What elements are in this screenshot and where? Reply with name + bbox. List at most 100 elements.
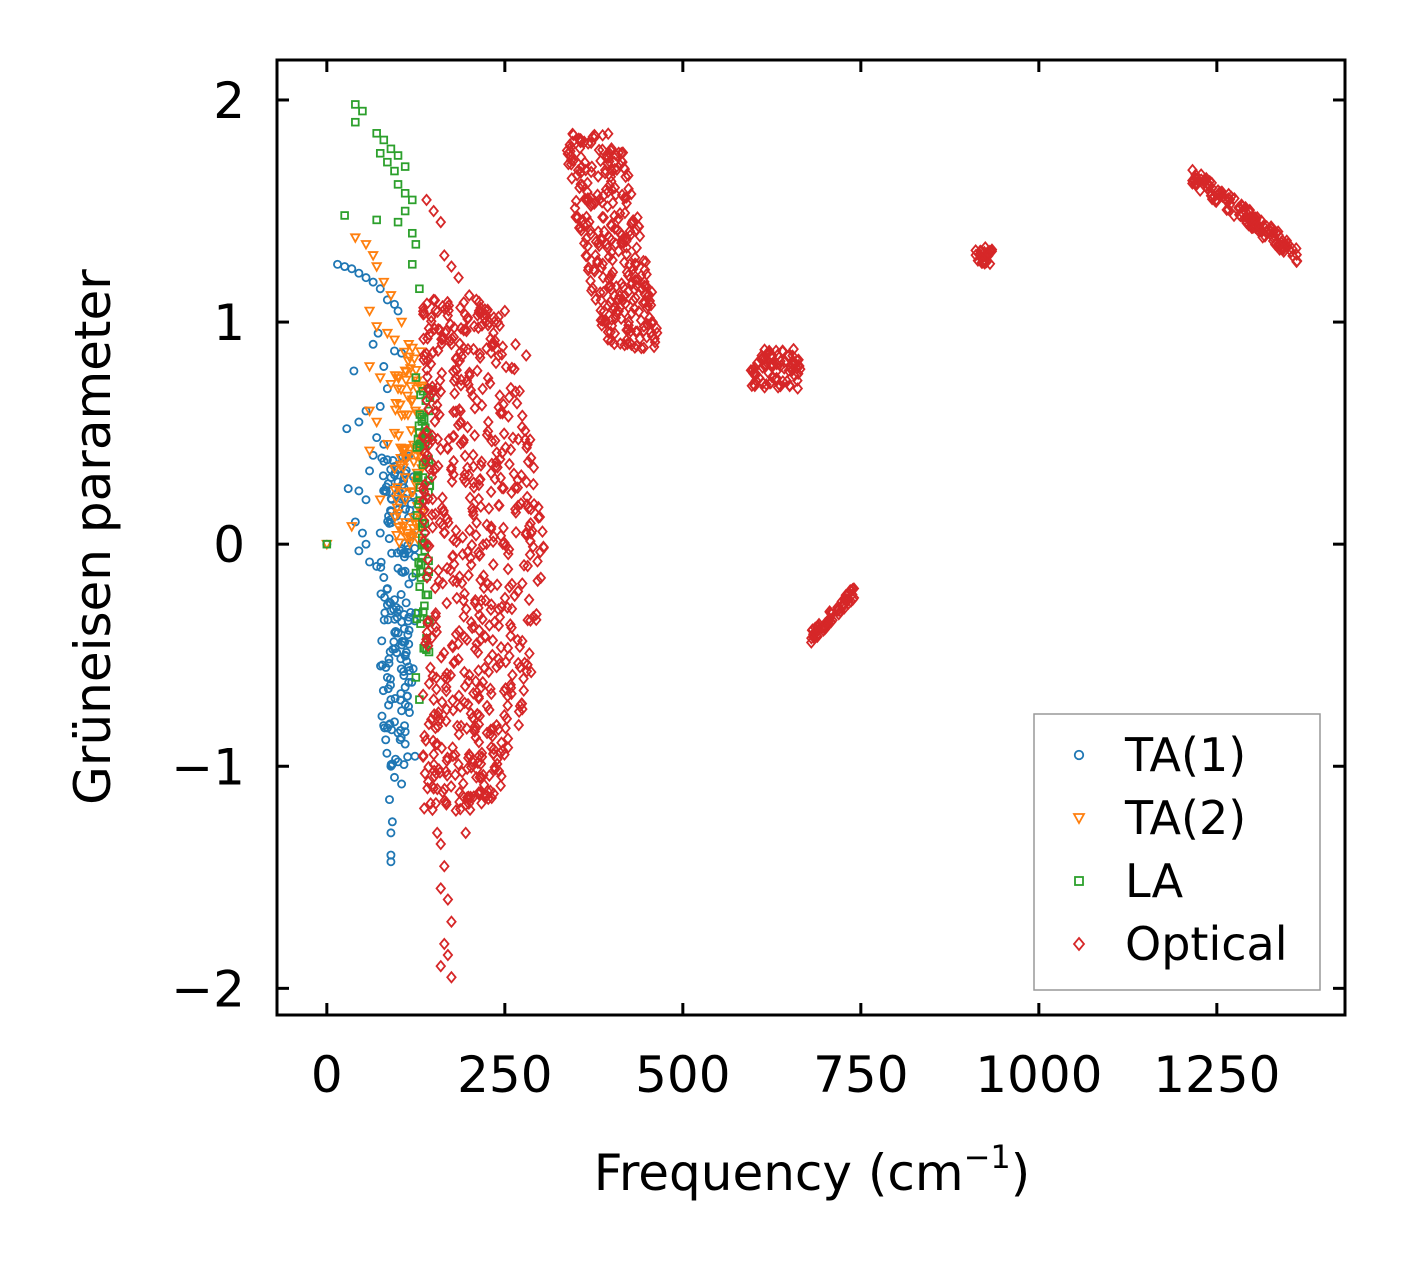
series-3-cluster-0-point (512, 633, 523, 647)
series-3-cluster-0-point (488, 742, 500, 756)
series-3-cluster-0-point (455, 416, 466, 430)
series-3-cluster-1-point (641, 267, 652, 281)
series-3-cluster-0-point (491, 718, 502, 732)
series-0-point-25 (361, 495, 371, 505)
series-3-cluster-1-point (617, 280, 629, 294)
series-0-cluster-0-point (396, 725, 406, 735)
legend-marker-optical (1072, 936, 1086, 952)
series-3-cluster-0-point (493, 652, 504, 666)
series-0-point-5 (361, 273, 371, 283)
series-3-cluster-0-point (467, 505, 479, 518)
series-3-cluster-0-point (456, 765, 468, 779)
series-3-cluster-1-point (608, 337, 620, 351)
series-3-cluster-1-point (609, 181, 621, 195)
series-0-cluster-0-point (384, 597, 394, 607)
series-0-point-4 (354, 268, 364, 278)
series-0-cluster-0-point (403, 630, 413, 640)
series-3-cluster-1-point (586, 160, 598, 174)
series-3-cluster-2-point (751, 356, 763, 370)
series-3-cluster-1-point (621, 191, 632, 204)
series-0-point-32 (386, 473, 396, 483)
series-3-cluster-0-point (419, 526, 431, 540)
series-3-cluster-1-point (638, 254, 649, 268)
series-3-cluster-0-point (495, 779, 507, 793)
series-3-cluster-0-point (445, 779, 457, 793)
series-3-cluster-5-point (1259, 229, 1271, 243)
series-3-cluster-0-point (417, 750, 429, 764)
series-3-cluster-0-point (496, 481, 508, 495)
series-3-cluster-0-point (491, 752, 503, 766)
series-3-cluster-0-point (463, 797, 475, 811)
series-0-cluster-0-point (392, 548, 402, 558)
series-3-point-27 (470, 770, 482, 784)
series-3-cluster-0-point (426, 380, 438, 394)
series-0-point-11 (342, 424, 352, 434)
series-0-point-61 (386, 828, 396, 838)
series-3-cluster-1-point (588, 197, 600, 211)
series-3-cluster-0-point (521, 475, 533, 489)
series-3-cluster-0-point (500, 682, 511, 695)
series-2-point-11 (390, 166, 399, 176)
series-3-cluster-0-point (432, 344, 444, 358)
series-3-cluster-0-point (474, 347, 486, 361)
series-0-point-63 (386, 857, 396, 867)
series-3-cluster-0-point (513, 718, 525, 732)
series-1-point-18 (406, 395, 419, 406)
series-2-point-16 (393, 217, 403, 227)
series-3-cluster-1-point (565, 153, 577, 167)
series-2-point-18 (411, 240, 421, 249)
series-0-point-50 (386, 695, 396, 705)
x-tick-label: 1250 (1153, 1046, 1280, 1104)
series-3-point-10 (499, 304, 511, 318)
series-3-cluster-0-point (466, 755, 478, 769)
series-3-cluster-3-point (834, 604, 846, 618)
series-1-cluster-0-point (399, 446, 411, 457)
series-3-cluster-0-point (485, 332, 496, 346)
series-3-cluster-0-point (447, 430, 459, 444)
series-3-cluster-0-point (420, 734, 432, 747)
series-3-cluster-0-point (479, 629, 491, 643)
series-3-cluster-0-point (431, 682, 442, 696)
series-3-cluster-0-point (482, 792, 494, 806)
series-3-cluster-3-point (820, 621, 832, 634)
legend-label: Optical (1125, 917, 1287, 971)
series-3-cluster-0-point (441, 596, 453, 610)
series-2-cluster-0-point (415, 496, 424, 505)
series-3-cluster-0-point (478, 581, 490, 595)
series-3-cluster-0-point (467, 448, 479, 462)
series-0-point-28 (372, 433, 382, 443)
series-1-point-9 (381, 328, 394, 340)
series-3-cluster-1-point (616, 188, 628, 202)
series-3-cluster-1-point (597, 143, 608, 157)
series-3-cluster-0-point (473, 735, 485, 749)
series-0-point-24 (357, 528, 367, 538)
series-3-cluster-0-point (496, 769, 507, 783)
series-3-cluster-0-point (448, 374, 460, 388)
series-1-point-28 (410, 451, 422, 462)
series-3-cluster-0-point (495, 640, 507, 654)
series-3-cluster-0-point (512, 499, 524, 513)
series-2-point-19 (340, 211, 349, 220)
series-3-cluster-5-point (1211, 193, 1223, 207)
series-2-cluster-0-point (421, 590, 431, 600)
series-3-cluster-0-point (469, 428, 481, 442)
series-0-cluster-0-point (390, 694, 400, 703)
series-3-cluster-0-point (436, 366, 448, 380)
series-3-cluster-0-point (489, 760, 501, 774)
series-3-cluster-2-point (745, 363, 757, 377)
series-1-cluster-0-point (392, 374, 405, 385)
series-3-cluster-0-point (472, 321, 484, 335)
series-0-cluster-0-point (390, 644, 400, 654)
series-3-cluster-0-point (493, 602, 504, 616)
series-3-cluster-0-point (494, 389, 506, 403)
series-3-cluster-0-point (476, 398, 488, 412)
series-3-cluster-0-point (427, 345, 439, 359)
series-3-cluster-0-point (482, 371, 494, 385)
series-3-cluster-0-point (509, 589, 521, 603)
series-3-cluster-5-point (1192, 172, 1203, 186)
series-3-cluster-0-point (459, 587, 470, 601)
series-0-cluster-0-point (377, 660, 387, 670)
series-3-cluster-0-point (446, 475, 458, 489)
series-0-point-12 (349, 366, 359, 376)
series-2-point-12 (393, 180, 403, 189)
